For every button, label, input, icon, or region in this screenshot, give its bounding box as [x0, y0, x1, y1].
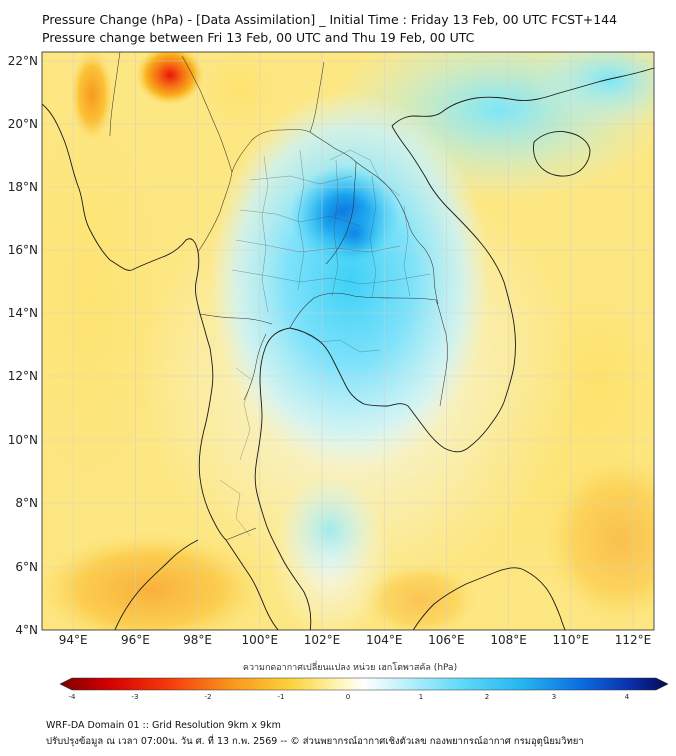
lon-label: 96°E	[121, 633, 150, 647]
footer-credit: ปรับปรุงข้อมูล ณ เวลา 07:00น. วัน ศ. ที่…	[46, 736, 584, 747]
lat-label: 18°N	[8, 180, 38, 194]
lon-label: 108°E	[490, 633, 527, 647]
lat-label: 16°N	[8, 243, 38, 257]
borneo-west-coast	[412, 567, 566, 630]
coast-malay-peninsula-west	[225, 539, 279, 630]
colorbar-tick: -4	[69, 693, 77, 701]
lon-label: 100°E	[242, 633, 279, 647]
lat-label: 22°N	[8, 54, 38, 68]
lat-label: 14°N	[8, 306, 38, 320]
longitude-labels: 94°E 96°E 98°E 100°E 102°E 104°E 106°E 1…	[59, 633, 651, 647]
coast-cambodia-vietnam-south	[391, 125, 516, 453]
colorbar-tick: -3	[132, 693, 139, 701]
colorbar-tick: -1	[278, 693, 285, 701]
lat-label: 12°N	[8, 369, 38, 383]
lat-label: 6°N	[15, 560, 38, 574]
colorbar-ticks: -4 -3 -2 -1 0 1 2 3 4	[69, 693, 630, 701]
colorbar-tick: 4	[625, 693, 630, 701]
colorbar-tick: 0	[346, 693, 350, 701]
coast-gulf-thailand-west	[254, 327, 312, 630]
lon-label: 106°E	[428, 633, 465, 647]
latitude-labels: 22°N 20°N 18°N 16°N 14°N 12°N 10°N 8°N 6…	[8, 54, 38, 637]
colorbar: -4 -3 -2 -1 0 1 2 3 4	[59, 677, 669, 701]
colorbar-tick: -2	[205, 693, 212, 701]
lon-label: 112°E	[615, 633, 652, 647]
lon-label: 104°E	[366, 633, 403, 647]
lat-label: 4°N	[15, 623, 38, 637]
coast-gulf-thailand-north	[289, 327, 409, 407]
graticule	[42, 52, 654, 630]
title-line-2: Pressure change between Fri 13 Feb, 00 U…	[42, 30, 475, 45]
coast-gulf-of-tonkin	[391, 67, 654, 127]
hainan-island	[533, 131, 591, 177]
colorbar-title: ความกดอากาศเปลี่ยนแปลง หน่วย เฮกโตพาสคัล…	[242, 663, 458, 673]
lat-label: 8°N	[15, 496, 38, 510]
colorbar-bar	[59, 677, 669, 691]
sumatra-north	[114, 539, 199, 630]
lon-label: 98°E	[183, 633, 212, 647]
colorbar-tick: 1	[419, 693, 423, 701]
colorbar-tick: 3	[552, 693, 556, 701]
lon-label: 110°E	[553, 633, 590, 647]
map-frame	[41, 51, 655, 631]
lon-label: 102°E	[304, 633, 341, 647]
pressure-field	[42, 52, 654, 630]
colorbar-tick: 2	[485, 693, 489, 701]
title-line-1: Pressure Change (hPa) - [Data Assimilati…	[42, 12, 618, 27]
lon-label: 94°E	[59, 633, 88, 647]
lat-label: 10°N	[8, 433, 38, 447]
lat-label: 20°N	[8, 117, 38, 131]
province-borders	[219, 149, 431, 537]
footer-model-info: WRF-DA Domain 01 :: Grid Resolution 9km …	[46, 720, 281, 731]
